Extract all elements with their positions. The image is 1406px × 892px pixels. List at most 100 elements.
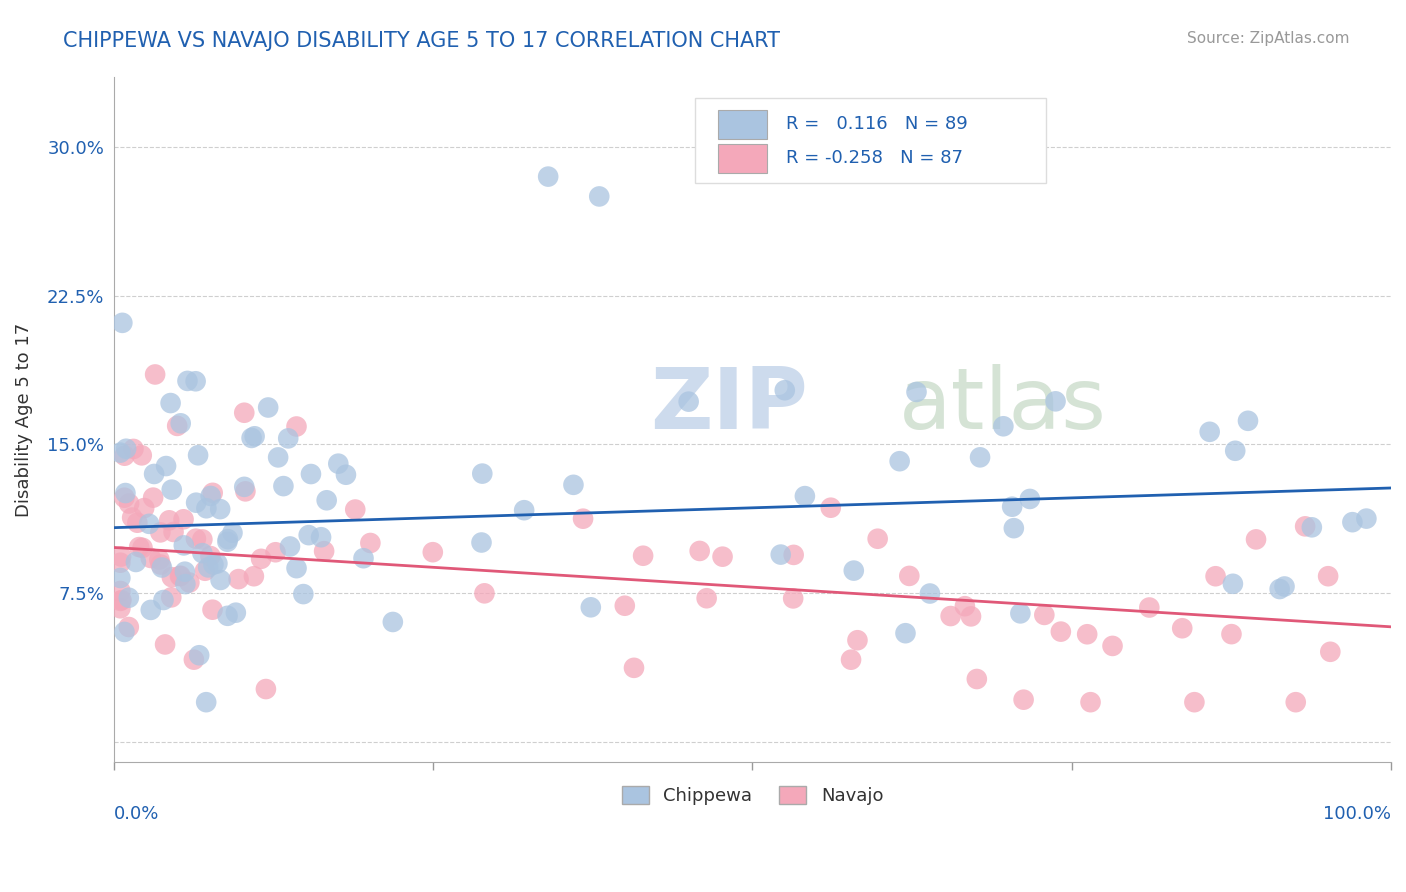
Point <box>114 486 136 500</box>
Point <box>111 316 134 330</box>
Point <box>1184 695 1206 709</box>
Point <box>309 530 332 544</box>
Point <box>299 467 322 481</box>
Point <box>631 549 654 563</box>
Point <box>110 445 132 459</box>
Point <box>202 558 225 572</box>
Text: R =   0.116   N = 89: R = 0.116 N = 89 <box>786 115 967 133</box>
Point <box>846 633 869 648</box>
Point <box>381 615 404 629</box>
Point <box>1076 627 1098 641</box>
Point <box>235 484 257 499</box>
Point <box>225 606 247 620</box>
Point <box>142 491 165 505</box>
Point <box>782 591 804 606</box>
Point <box>696 591 718 606</box>
Point <box>110 601 132 615</box>
Point <box>240 431 263 445</box>
Point <box>353 551 375 566</box>
Point <box>250 551 273 566</box>
Point <box>1205 569 1227 583</box>
Point <box>1010 607 1032 621</box>
Point <box>184 532 207 546</box>
Point <box>470 535 492 549</box>
Point <box>200 489 222 503</box>
Point <box>1002 521 1025 535</box>
Point <box>110 584 132 599</box>
Point <box>905 384 928 399</box>
Point <box>769 548 792 562</box>
Point <box>292 587 315 601</box>
Point <box>176 374 198 388</box>
Point <box>173 512 195 526</box>
Point <box>201 603 224 617</box>
Point <box>839 653 862 667</box>
Point <box>969 450 991 465</box>
Point <box>285 561 308 575</box>
Point <box>993 419 1015 434</box>
Legend: Chippewa, Navajo: Chippewa, Navajo <box>613 777 893 814</box>
Point <box>128 540 150 554</box>
Point <box>134 501 156 516</box>
Point <box>127 516 149 530</box>
Point <box>1319 645 1341 659</box>
Point <box>315 493 337 508</box>
Point <box>273 479 295 493</box>
Y-axis label: Disability Age 5 to 17: Disability Age 5 to 17 <box>15 322 32 516</box>
Point <box>160 483 183 497</box>
Point <box>267 450 290 465</box>
Point <box>110 594 132 608</box>
Point <box>793 489 815 503</box>
Point <box>131 448 153 462</box>
Point <box>149 558 172 572</box>
Point <box>155 458 177 473</box>
Point <box>894 626 917 640</box>
Point <box>194 564 217 578</box>
Point <box>191 546 214 560</box>
Point <box>174 577 197 591</box>
Point <box>820 500 842 515</box>
Point <box>131 541 153 555</box>
Point <box>149 525 172 540</box>
Point <box>143 368 166 382</box>
Point <box>201 485 224 500</box>
Point <box>173 565 195 579</box>
Point <box>243 429 266 443</box>
Point <box>689 544 711 558</box>
Point <box>953 599 976 614</box>
Point <box>125 555 148 569</box>
FancyBboxPatch shape <box>718 111 766 139</box>
Point <box>200 549 222 563</box>
Point <box>513 503 536 517</box>
Point <box>143 467 166 481</box>
Point <box>153 637 176 651</box>
Point <box>842 564 865 578</box>
Point <box>939 609 962 624</box>
Point <box>257 401 280 415</box>
Point <box>1274 579 1296 593</box>
Point <box>1244 533 1267 547</box>
Point <box>115 442 138 456</box>
Point <box>1012 692 1035 706</box>
Point <box>1355 511 1378 525</box>
Point <box>179 575 201 590</box>
Text: Source: ZipAtlas.com: Source: ZipAtlas.com <box>1187 31 1350 46</box>
Point <box>889 454 911 468</box>
Point <box>114 449 136 463</box>
Point <box>217 534 239 549</box>
Point <box>110 549 132 564</box>
Point <box>209 573 232 587</box>
Point <box>1301 520 1323 534</box>
Point <box>678 394 700 409</box>
Point <box>1225 443 1247 458</box>
Text: 0.0%: 0.0% <box>114 805 159 823</box>
Point <box>623 661 645 675</box>
Point <box>191 533 214 547</box>
Point <box>1018 491 1040 506</box>
Point <box>1317 569 1340 583</box>
Point <box>562 478 585 492</box>
Point <box>184 496 207 510</box>
Text: ZIP: ZIP <box>651 364 808 448</box>
Point <box>157 513 180 527</box>
Point <box>221 525 243 540</box>
